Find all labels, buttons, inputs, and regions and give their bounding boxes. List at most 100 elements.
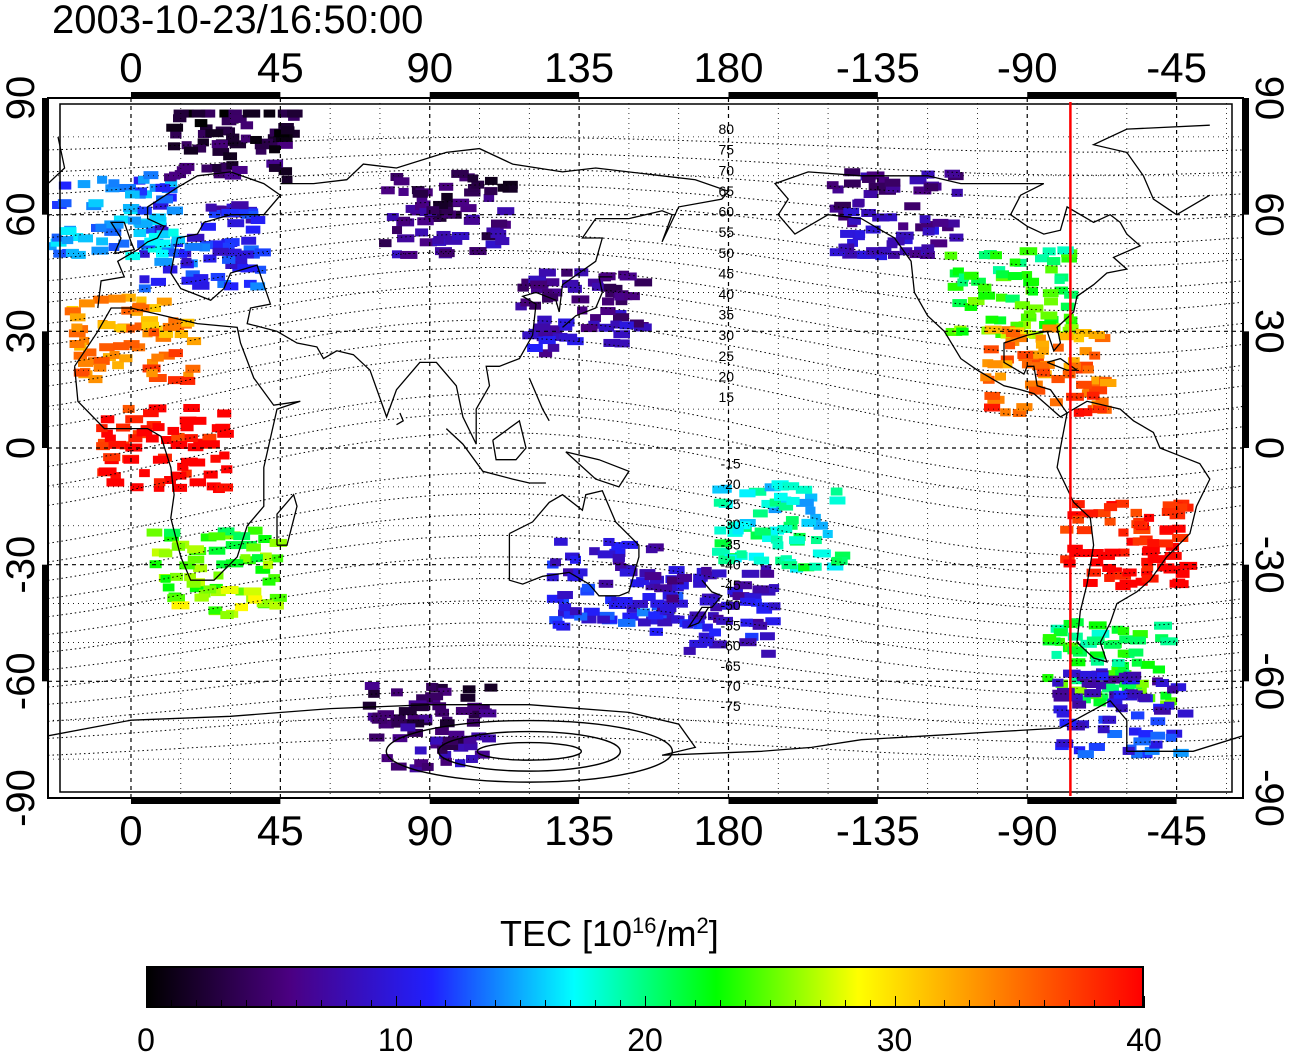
tec-cell <box>448 730 465 739</box>
tec-cell <box>866 247 882 256</box>
tec-cell <box>433 235 444 244</box>
coastline <box>276 493 298 546</box>
tec-cell <box>530 280 548 289</box>
tec-cell <box>1172 533 1189 542</box>
tec-cell <box>497 207 515 216</box>
tec-cell <box>139 469 150 478</box>
right-latitude-axis: 90 60 30 0 -30 -60 -90 <box>1243 76 1291 827</box>
tec-cell <box>558 318 575 327</box>
tec-cell <box>134 322 146 331</box>
tec-cell <box>1141 557 1153 566</box>
tec-cell <box>600 283 617 292</box>
tec-cell <box>1124 680 1143 689</box>
tec-cell <box>840 229 856 238</box>
colorbar-tick-label: 0 <box>137 1022 155 1058</box>
tec-cell <box>393 177 410 186</box>
tec-cell <box>537 315 552 324</box>
tec-cell <box>668 566 685 575</box>
colorbar-tick-mark <box>470 1000 472 1008</box>
tec-cell <box>615 562 627 571</box>
tec-cell <box>51 233 62 242</box>
tec-cell <box>1147 539 1160 548</box>
coastline <box>246 147 730 445</box>
tec-cell <box>539 349 553 358</box>
tec-cell <box>164 476 177 485</box>
tec-cell <box>899 236 913 245</box>
tec-cell <box>1036 368 1051 377</box>
top-lon-label: 45 <box>257 44 304 91</box>
tec-cell <box>155 183 170 192</box>
tec-cell <box>464 188 481 197</box>
colorbar-tick-mark <box>220 1000 222 1008</box>
tec-cell <box>1091 629 1110 638</box>
tec-cell <box>1051 650 1062 659</box>
tec-cell <box>140 316 159 325</box>
tec-cell <box>978 291 996 300</box>
colorbar-tick-mark <box>944 1000 946 1008</box>
tec-cell <box>1020 330 1033 339</box>
tec-cell <box>693 573 708 582</box>
tec-cell <box>123 340 140 349</box>
tec-cell <box>1102 563 1117 572</box>
right-lat-label: 0 <box>1247 437 1291 459</box>
tec-cell <box>133 229 147 238</box>
mlat-label: 15 <box>718 389 734 405</box>
mlat-label: -15 <box>720 456 740 472</box>
tec-cell <box>208 606 222 615</box>
tec-cell <box>1035 254 1049 263</box>
tec-cell <box>183 403 200 412</box>
tec-cell <box>391 719 408 728</box>
tec-cell <box>108 440 127 449</box>
tec-cell <box>753 556 770 565</box>
tec-cell <box>1102 715 1117 724</box>
tec-cell <box>563 568 579 577</box>
tec-cell <box>490 219 508 228</box>
magnetic-latitude-line <box>48 513 1243 593</box>
tec-cell <box>171 235 186 244</box>
tec-cell <box>1162 501 1178 510</box>
tec-cell <box>1059 332 1074 341</box>
top-lon-label: -90 <box>997 44 1058 91</box>
tec-cell <box>768 505 782 514</box>
tec-cell <box>460 693 476 702</box>
bottom-lon-label: 135 <box>544 807 614 854</box>
tec-cell <box>152 423 165 432</box>
tec-cell <box>657 618 673 627</box>
mlat-label: 65 <box>718 183 734 199</box>
tec-cell <box>1084 680 1100 689</box>
tec-cell <box>868 182 886 191</box>
tec-cell <box>752 621 768 630</box>
tec-cell <box>861 208 876 217</box>
tec-cell <box>125 443 143 452</box>
tec-cell <box>1130 508 1142 517</box>
tec-cell <box>441 192 453 201</box>
mlat-label: -35 <box>720 536 740 552</box>
tec-cell <box>1093 405 1107 414</box>
tec-cell <box>398 707 417 716</box>
tec-cell <box>602 297 615 306</box>
tec-cell <box>240 134 251 143</box>
tec-cell <box>1066 392 1084 401</box>
tec-cell <box>78 299 95 308</box>
tec-cell <box>113 324 127 333</box>
tec-cell <box>750 598 762 607</box>
mlat-label: -50 <box>720 597 740 613</box>
tec-cell <box>626 604 638 613</box>
tec-cell <box>417 217 434 226</box>
tec-cell <box>1088 742 1105 751</box>
tec-cell <box>557 591 573 600</box>
tec-cell <box>1027 356 1044 365</box>
tec-cell <box>143 171 159 180</box>
tec-cell <box>197 138 209 147</box>
tec-cell <box>801 518 817 527</box>
graticule <box>48 98 1243 798</box>
magnetic-latitude-line <box>48 200 1243 245</box>
tec-cell <box>156 195 173 204</box>
tec-cell <box>1017 350 1034 359</box>
tec-cell <box>1090 657 1105 666</box>
coastlines <box>48 124 1243 756</box>
tec-cell <box>591 282 604 291</box>
tec-cell <box>226 161 239 170</box>
tec-cell <box>904 202 921 211</box>
colorbar-tick-mark <box>844 1000 846 1008</box>
